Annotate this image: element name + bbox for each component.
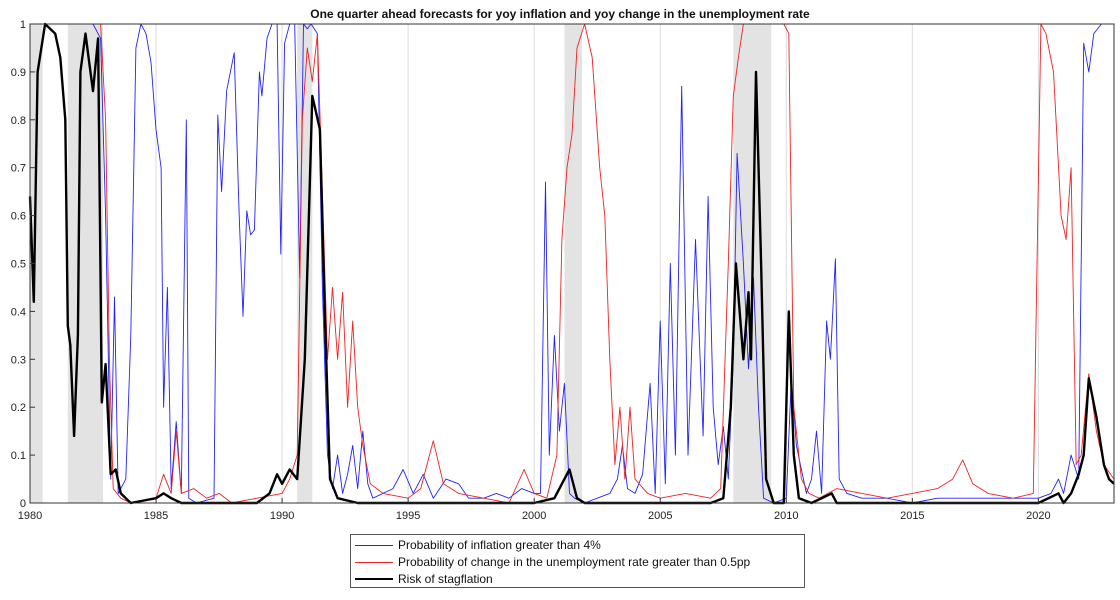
y-tick-label: 0.3	[11, 354, 26, 366]
y-tick-label: 0.9	[11, 67, 26, 79]
x-tick-label: 2005	[648, 510, 672, 522]
series-line-stagflation	[28, 22, 1115, 505]
y-tick-label: 0.4	[11, 306, 26, 318]
gridline-layer	[155, 24, 1039, 503]
legend-label-unemployment: Probability of change in the unemploymen…	[398, 555, 751, 569]
y-tick-label: 0	[20, 498, 26, 510]
x-tick-label: 1990	[270, 510, 294, 522]
y-tick-label: 0.5	[11, 259, 26, 271]
recession-band	[30, 24, 43, 503]
y-tick-label: 0.8	[11, 115, 26, 127]
x-tick-label: 2015	[900, 510, 924, 522]
legend-swatch-inflation	[355, 544, 393, 546]
x-tick-label: 2000	[522, 510, 546, 522]
y-tick-label: 1	[20, 19, 26, 31]
x-tick-label: 2020	[1026, 510, 1050, 522]
legend-label-stagflation: Risk of stagflation	[398, 572, 493, 586]
legend-item-inflation: Probability of inflation greater than 4%	[351, 537, 601, 553]
chart-title: One quarter ahead forecasts for yoy infl…	[310, 7, 810, 21]
legend-label-inflation: Probability of inflation greater than 4%	[398, 538, 601, 552]
y-tick-label: 0.7	[11, 163, 26, 175]
y-tick-label: 0.1	[11, 450, 26, 462]
x-tick-label: 1980	[18, 510, 42, 522]
legend-item-unemployment: Probability of change in the unemploymen…	[351, 554, 750, 570]
series-line-unemployment	[30, 23, 1115, 504]
legend-swatch-stagflation	[355, 578, 393, 580]
y-tick-label: 0.2	[11, 402, 26, 414]
y-tick-label: 0.6	[11, 211, 26, 223]
legend-swatch-unemployment	[355, 561, 393, 563]
series-layer	[28, 22, 1115, 505]
series-line-inflation	[30, 23, 1114, 504]
recession-band	[297, 24, 313, 503]
x-tick-label: 1985	[144, 510, 168, 522]
x-tick-label: 1995	[396, 510, 420, 522]
legend-item-stagflation: Risk of stagflation	[351, 571, 493, 587]
tick-layer: 0 0.1 0.2 0.3 0.4 0.5 0.6 0.7 0.8 0.9 1 1980 1985 199…	[11, 19, 1051, 522]
recession-band	[564, 24, 583, 503]
x-tick-label: 2010	[774, 510, 798, 522]
legend: Probability of inflation greater than 4%…	[350, 534, 805, 588]
